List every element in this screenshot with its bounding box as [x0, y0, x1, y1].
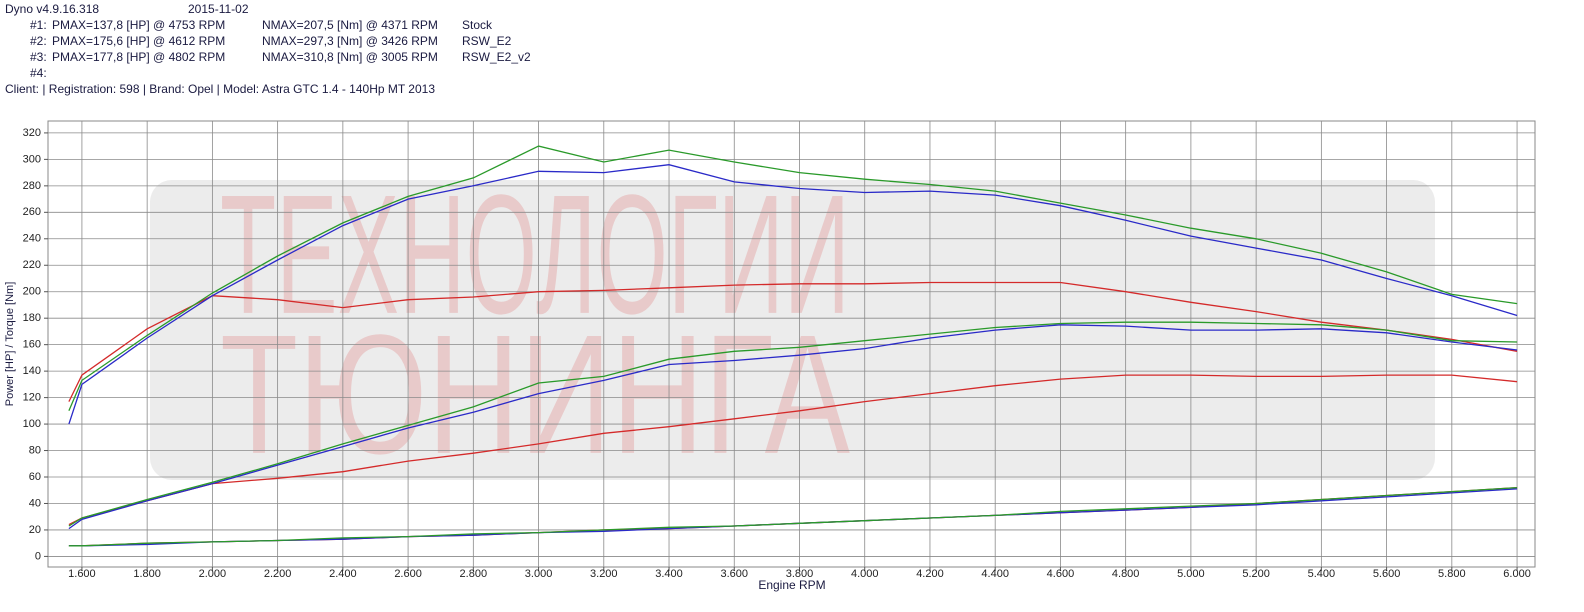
y-tick-label: 240: [23, 233, 41, 245]
run-name: RSW_E2: [462, 34, 512, 48]
x-tick-label: 4.200: [916, 568, 944, 580]
y-tick-label: 60: [29, 471, 41, 483]
x-tick-label: 5.800: [1438, 568, 1466, 580]
x-tick-label: 5.400: [1308, 568, 1336, 580]
run-name: Stock: [462, 18, 493, 32]
x-tick-label: 2.800: [460, 568, 488, 580]
y-tick-label: 200: [23, 286, 41, 298]
run-nmax: NMAX=207,5 [Nm] @ 4371 RPM: [262, 18, 438, 32]
x-tick-label: 2.000: [199, 568, 227, 580]
x-tick-label: 4.000: [851, 568, 879, 580]
x-tick-label: 1.600: [68, 568, 96, 580]
loss-line: [68, 486, 1518, 547]
y-tick-label: 100: [23, 418, 41, 430]
x-tick-label: 3.000: [525, 568, 553, 580]
x-axis-label: Engine RPM: [758, 578, 825, 592]
x-tick-label: 3.600: [720, 568, 748, 580]
y-tick-label: 40: [29, 497, 41, 509]
run-label: #1:: [30, 18, 47, 32]
run-pmax: PMAX=137,8 [HP] @ 4753 RPM: [52, 18, 225, 32]
x-tick-label: 5.600: [1373, 568, 1401, 580]
x-tick-label: 1.800: [133, 568, 161, 580]
x-tick-label: 2.400: [329, 568, 357, 580]
run-pmax: PMAX=175,6 [HP] @ 4612 RPM: [52, 34, 225, 48]
client-info: Client: | Registration: 598 | Brand: Ope…: [5, 82, 435, 96]
y-tick-label: 140: [23, 365, 41, 377]
y-tick-label: 80: [29, 444, 41, 456]
x-tick-label: 3.200: [590, 568, 618, 580]
x-tick-label: 2.200: [264, 568, 292, 580]
torque-line: [68, 145, 1518, 412]
date: 2015-11-02: [188, 2, 249, 16]
y-tick-label: 220: [23, 259, 41, 271]
x-tick-label: 5.000: [1177, 568, 1205, 580]
y-tick-label: 120: [23, 392, 41, 404]
torque-line: [68, 281, 1518, 402]
y-tick-label: 300: [23, 153, 41, 165]
y-tick-label: 320: [23, 127, 41, 139]
x-tick-label: 5.200: [1242, 568, 1270, 580]
power-line: [68, 324, 1518, 530]
run-nmax: NMAX=310,8 [Nm] @ 3005 RPM: [262, 50, 438, 64]
power-line: [68, 374, 1518, 526]
x-tick-label: 4.600: [1047, 568, 1075, 580]
x-tick-label: 4.800: [1112, 568, 1140, 580]
x-tick-label: 3.800: [786, 568, 814, 580]
x-tick-label: 4.400: [981, 568, 1009, 580]
y-axis-label: Power [HP] / Torque [Nm]: [4, 282, 16, 407]
torque-line: [68, 164, 1518, 425]
run-nmax: NMAX=297,3 [Nm] @ 3426 RPM: [262, 34, 438, 48]
power-line: [68, 321, 1518, 527]
run-pmax: PMAX=177,8 [HP] @ 4802 RPM: [52, 50, 225, 64]
y-tick-label: 20: [29, 524, 41, 536]
software-version: Dyno v4.9.16.318: [5, 2, 99, 16]
run-label: #3:: [30, 50, 47, 64]
x-tick-label: 6.000: [1503, 568, 1531, 580]
y-tick-label: 280: [23, 180, 41, 192]
run-label: #4:: [30, 66, 47, 80]
y-tick-label: 160: [23, 339, 41, 351]
x-tick-label: 2.600: [394, 568, 422, 580]
x-tick-label: 3.400: [655, 568, 683, 580]
y-tick-label: 260: [23, 206, 41, 218]
y-tick-label: 180: [23, 312, 41, 324]
run-name: RSW_E2_v2: [462, 50, 531, 64]
run-label: #2:: [30, 34, 47, 48]
y-tick-label: 0: [35, 550, 41, 562]
watermark-panel: [150, 180, 1435, 480]
